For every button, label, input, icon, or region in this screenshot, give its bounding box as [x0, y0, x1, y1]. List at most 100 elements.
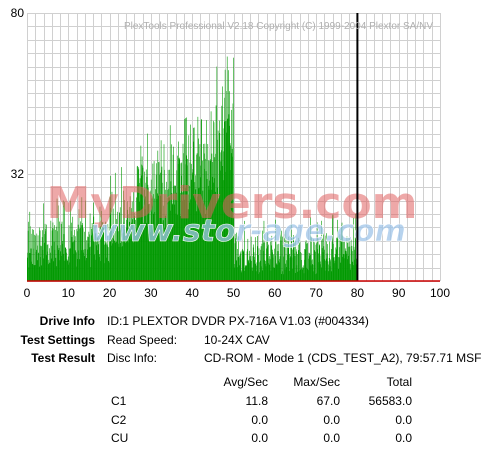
c1-bar [299, 239, 301, 281]
c1-bar [192, 169, 194, 281]
c1-bar [62, 243, 63, 281]
c1-bar [182, 143, 184, 281]
c1-bar [280, 240, 282, 281]
c1-bar [323, 259, 325, 281]
c1-bar [49, 262, 51, 281]
c1-bar [234, 264, 235, 281]
c1-bar [335, 249, 337, 281]
max-header: Max/Sec [293, 375, 340, 389]
c1-bar [148, 187, 149, 281]
c1-bar [124, 200, 125, 281]
watermark-mydrivers: MyDrivers.com [46, 178, 417, 229]
row-total: 0.0 [395, 413, 412, 427]
c1-bar [143, 224, 145, 281]
c1-bar [58, 249, 59, 281]
c1-bar [43, 203, 44, 281]
c1-bar [326, 233, 327, 281]
c1-bar [117, 211, 118, 281]
c1-bar [102, 227, 104, 281]
c1-bar [299, 269, 301, 281]
c1-bar [231, 153, 233, 281]
c1-bar [340, 238, 341, 281]
c1-bar [104, 232, 106, 281]
c1-bar [90, 246, 91, 281]
y-tick-label: 80 [11, 6, 25, 20]
c1-bar [43, 242, 45, 281]
c1-bar [229, 91, 230, 281]
c1-chart: MyDrivers.com www.stor-age.com PlexTools… [11, 6, 451, 300]
c1-bar [244, 267, 246, 281]
c1-bar [208, 189, 210, 281]
c1-bar [205, 158, 206, 281]
test-result-row: Test Result Disc Info: CD-ROM - Mode 1 (… [0, 349, 491, 367]
c1-bar [39, 266, 40, 281]
c1-bar [193, 127, 195, 281]
c1-bar [326, 253, 328, 281]
c1-bar [111, 191, 113, 281]
x-tick-label: 70 [309, 286, 323, 300]
c1-bar [240, 270, 242, 281]
c1-bar [297, 271, 299, 281]
c1-bar [29, 226, 31, 281]
c1-bar [232, 103, 234, 281]
c1-bar [153, 194, 154, 281]
c1-bar [79, 259, 81, 281]
c1-bar [191, 163, 192, 281]
c1-bar [303, 267, 304, 281]
c1-bar [211, 153, 213, 281]
c1-bar [98, 244, 99, 281]
c1-bar [188, 209, 189, 281]
c1-bar [205, 213, 207, 281]
c1-bar [128, 227, 129, 281]
c1-bar [327, 244, 328, 281]
c1-bar [313, 239, 314, 281]
c1-bar [302, 265, 304, 281]
c1-bar [65, 248, 67, 281]
c1-bar [162, 182, 163, 281]
c1-bar [44, 234, 45, 281]
c1-bar [183, 153, 184, 281]
total-header: Total [386, 375, 412, 389]
c1-bar [247, 249, 248, 281]
c1-bar [295, 249, 297, 281]
c1-bar [37, 235, 39, 281]
c1-bar [194, 182, 196, 281]
c1-bar [281, 271, 283, 281]
c1-bar [96, 237, 98, 281]
c1-bar [102, 222, 103, 281]
c1-bar [332, 214, 334, 281]
c1-bar [106, 257, 107, 281]
c1-bar [149, 225, 151, 281]
c1-bar [178, 141, 179, 281]
c1-bar [295, 272, 296, 281]
c1-bar [261, 266, 262, 281]
c1-bar [290, 224, 292, 281]
c1-bar [119, 212, 120, 281]
c1-bar [282, 245, 284, 281]
c1-bar [266, 248, 267, 281]
c1-bar [68, 225, 70, 281]
c1-bar [294, 243, 295, 281]
x-tick-label: 60 [268, 286, 282, 300]
c1-bar [127, 209, 128, 281]
c1-bar [273, 254, 274, 281]
c1-bar [164, 169, 165, 281]
c1-bar [307, 270, 309, 281]
c1-bar [222, 128, 224, 281]
c1-bar [53, 261, 55, 281]
c1-bar [86, 249, 88, 281]
c1-bar [47, 251, 48, 281]
c1-bar [307, 242, 309, 281]
c1-bar [129, 196, 131, 281]
c1-bar [278, 260, 279, 281]
c1-bar [193, 141, 195, 281]
c1-bar [305, 241, 306, 281]
c1-bar [36, 260, 38, 281]
c1-bar [111, 245, 112, 281]
c1-bar [194, 194, 195, 281]
c1-bar [183, 184, 185, 281]
c1-bar [250, 259, 251, 281]
c1-bar [51, 230, 53, 281]
c1-bar [257, 254, 259, 281]
c1-bar [121, 167, 122, 281]
